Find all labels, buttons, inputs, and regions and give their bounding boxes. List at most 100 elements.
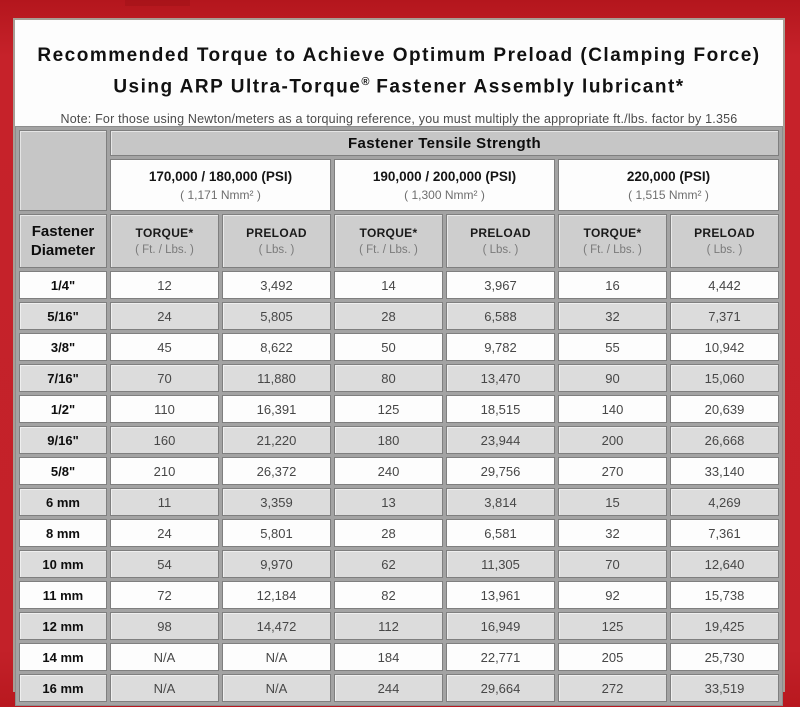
fastener-diameter-line2: Diameter xyxy=(30,242,96,260)
value-cell: 5,801 xyxy=(222,519,331,548)
tensile-header-row: Fastener Tensile Strength xyxy=(19,130,779,212)
table-body: Fastener Tensile Strength 170,000 / 180,… xyxy=(19,130,779,703)
table-row: 12 mm 98 14,472 112 16,949 125 19,425 xyxy=(19,612,779,641)
table-row: 9/16" 160 21,220 180 23,944 200 26,668 xyxy=(19,426,779,455)
value-cell: 16,391 xyxy=(222,395,331,424)
value-cell: N/A xyxy=(110,643,219,672)
value-cell: 200 xyxy=(558,426,667,455)
torque-table: Fastener Tensile Strength 170,000 / 180,… xyxy=(15,126,783,707)
psi-group-3-label: 220,000 (PSI) xyxy=(626,168,711,184)
torque-unit-label: ( Ft. / Lbs. ) xyxy=(359,244,418,257)
value-cell: 3,492 xyxy=(222,271,331,300)
table-row: 14 mm N/A N/A 184 22,771 205 25,730 xyxy=(19,643,779,672)
torque-unit-label: ( Ft. / Lbs. ) xyxy=(583,244,642,257)
value-cell: 6,588 xyxy=(446,302,555,331)
fastener-diameter-line1: Fastener xyxy=(31,223,95,241)
value-cell: 240 xyxy=(334,457,443,486)
value-cell: 184 xyxy=(334,643,443,672)
value-cell: 6,581 xyxy=(446,519,555,548)
preload-label: PRELOAD xyxy=(246,226,307,241)
value-cell: 32 xyxy=(558,302,667,331)
top-edge-artifact xyxy=(125,0,190,6)
value-cell: 140 xyxy=(558,395,667,424)
value-cell: 18,515 xyxy=(446,395,555,424)
value-cell: 7,371 xyxy=(670,302,779,331)
value-cell: 12,184 xyxy=(222,581,331,610)
torque-label: TORQUE* xyxy=(583,226,642,241)
value-cell: N/A xyxy=(110,674,219,703)
value-cell: 270 xyxy=(558,457,667,486)
value-cell: 3,814 xyxy=(446,488,555,517)
value-cell: 32 xyxy=(558,519,667,548)
value-cell: 9,782 xyxy=(446,333,555,362)
value-cell: 14 xyxy=(334,271,443,300)
torque-label: TORQUE* xyxy=(135,226,194,241)
psi-group-3-nmm: ( 1,515 Nmm² ) xyxy=(628,187,709,202)
newton-meters-note: Note: For those using Newton/meters as a… xyxy=(60,112,738,127)
value-cell: 21,220 xyxy=(222,426,331,455)
value-cell: 29,664 xyxy=(446,674,555,703)
table-row: 5/16" 24 5,805 28 6,588 32 7,371 xyxy=(19,302,779,331)
value-cell: 82 xyxy=(334,581,443,610)
value-cell: N/A xyxy=(222,643,331,672)
page-title-line1: Recommended Torque to Achieve Optimum Pr… xyxy=(37,45,761,66)
title-line2-prefix: Using ARP Ultra-Torque xyxy=(113,76,362,98)
table-row: 6 mm 11 3,359 13 3,814 15 4,269 xyxy=(19,488,779,517)
fastener-diameter-cell: 3/8" xyxy=(19,333,107,362)
value-cell: 23,944 xyxy=(446,426,555,455)
preload-header-1: PRELOAD ( Lbs. ) xyxy=(222,214,331,269)
torque-table-wrap: Fastener Tensile Strength 170,000 / 180,… xyxy=(15,126,783,707)
value-cell: 15,060 xyxy=(670,364,779,393)
value-cell: 3,359 xyxy=(222,488,331,517)
fastener-diameter-cell: 7/16" xyxy=(19,364,107,393)
value-cell: 62 xyxy=(334,550,443,579)
psi-group-2: 190,000 / 200,000 (PSI) ( 1,300 Nmm² ) xyxy=(334,159,555,212)
value-cell: 55 xyxy=(558,333,667,362)
value-cell: 210 xyxy=(110,457,219,486)
value-cell: 24 xyxy=(110,519,219,548)
psi-header-row: 170,000 / 180,000 (PSI) ( 1,171 Nmm² ) 1… xyxy=(19,159,779,212)
psi-group-1-nmm: ( 1,171 Nmm² ) xyxy=(180,187,261,202)
value-cell: 16 xyxy=(558,271,667,300)
value-cell: 72 xyxy=(110,581,219,610)
value-cell: 16,949 xyxy=(446,612,555,641)
value-cell: 11 xyxy=(110,488,219,517)
value-cell: 70 xyxy=(110,364,219,393)
table-row: 16 mm N/A N/A 244 29,664 272 33,519 xyxy=(19,674,779,703)
torque-header-3: TORQUE* ( Ft. / Lbs. ) xyxy=(558,214,667,269)
torque-header-1: TORQUE* ( Ft. / Lbs. ) xyxy=(110,214,219,269)
fastener-diameter-cell: 16 mm xyxy=(19,674,107,703)
value-cell: 15,738 xyxy=(670,581,779,610)
table-row: 1/2" 110 16,391 125 18,515 140 20,639 xyxy=(19,395,779,424)
fastener-diameter-cell: 8 mm xyxy=(19,519,107,548)
corner-empty-cell xyxy=(19,130,107,212)
registered-trademark-symbol: ® xyxy=(361,76,370,88)
value-cell: 11,880 xyxy=(222,364,331,393)
value-cell: 33,140 xyxy=(670,457,779,486)
tensile-strength-header: Fastener Tensile Strength xyxy=(110,130,779,157)
chart-panel: Recommended Torque to Achieve Optimum Pr… xyxy=(13,18,785,707)
value-cell: 50 xyxy=(334,333,443,362)
torque-unit-label: ( Ft. / Lbs. ) xyxy=(135,244,194,257)
preload-unit-label: ( Lbs. ) xyxy=(258,244,295,257)
psi-group-1: 170,000 / 180,000 (PSI) ( 1,171 Nmm² ) xyxy=(110,159,331,212)
torque-header-2: TORQUE* ( Ft. / Lbs. ) xyxy=(334,214,443,269)
fastener-diameter-cell: 1/4" xyxy=(19,271,107,300)
value-cell: 24 xyxy=(110,302,219,331)
value-cell: 54 xyxy=(110,550,219,579)
value-cell: 33,519 xyxy=(670,674,779,703)
value-cell: 244 xyxy=(334,674,443,703)
fastener-diameter-cell: 5/8" xyxy=(19,457,107,486)
value-cell: 3,967 xyxy=(446,271,555,300)
value-cell: 10,942 xyxy=(670,333,779,362)
preload-header-3: PRELOAD ( Lbs. ) xyxy=(670,214,779,269)
value-cell: 20,639 xyxy=(670,395,779,424)
subheader-row: Fastener Diameter TORQUE* ( Ft. / Lbs. )… xyxy=(19,214,779,269)
fastener-diameter-cell: 11 mm xyxy=(19,581,107,610)
fastener-diameter-cell: 9/16" xyxy=(19,426,107,455)
value-cell: 90 xyxy=(558,364,667,393)
value-cell: 12,640 xyxy=(670,550,779,579)
value-cell: 15 xyxy=(558,488,667,517)
value-cell: 26,668 xyxy=(670,426,779,455)
